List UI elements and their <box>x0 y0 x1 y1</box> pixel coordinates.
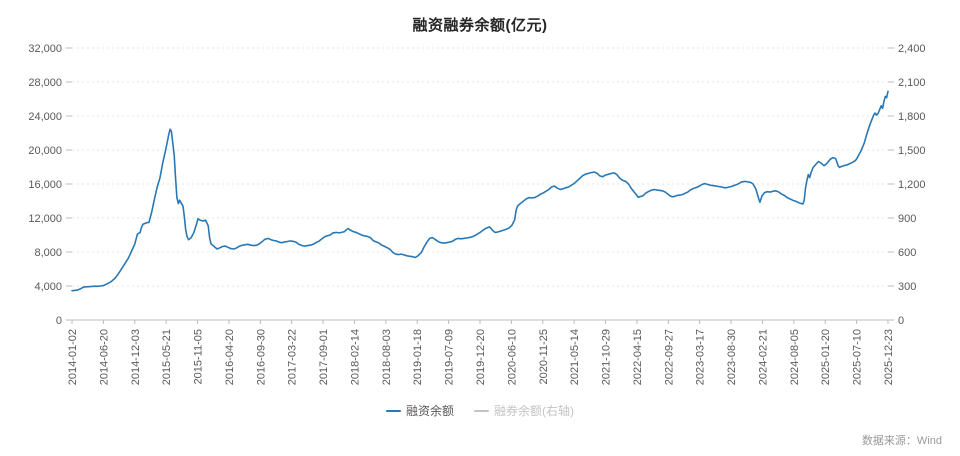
right-axis-label: 0 <box>898 315 904 327</box>
x-axis-label: 2014-12-03 <box>130 329 142 385</box>
x-axis-label: 2014-06-20 <box>98 329 110 385</box>
x-axis-label: 2025-07-10 <box>852 329 864 385</box>
left-axis-label: 12,000 <box>28 213 62 225</box>
right-axis-label: 2,100 <box>898 77 926 89</box>
x-axis-label: 2022-09-27 <box>663 329 675 385</box>
legend-item-securities-lending-balance[interactable]: 融券余额(右轴) <box>474 402 574 419</box>
left-axis-label: 32,000 <box>28 43 62 55</box>
x-axis-label: 2017-09-01 <box>318 329 330 385</box>
left-axis-label: 20,000 <box>28 145 62 157</box>
x-axis-label: 2023-03-17 <box>695 329 707 385</box>
x-axis-label: 2025-01-20 <box>820 329 832 385</box>
series-line-financing-balance <box>71 90 889 292</box>
legend-label: 融资余额 <box>405 404 454 418</box>
right-axis-label: 1,800 <box>898 111 926 123</box>
x-axis-label: 2015-11-05 <box>193 329 205 384</box>
x-axis-label: 2022-04-15 <box>632 329 644 385</box>
x-axis-label: 2015-05-21 <box>161 329 173 385</box>
x-axis-label: 2020-11-25 <box>538 329 550 384</box>
chart-legend: 融资余额 融券余额(右轴) <box>0 402 960 419</box>
x-axis-label: 2019-12-20 <box>475 329 487 385</box>
x-axis-label: 2023-08-30 <box>726 329 738 385</box>
x-axis-label: 2019-07-09 <box>444 329 456 385</box>
right-axis-label: 1,500 <box>898 145 926 157</box>
data-source-label: 数据来源：Wind <box>861 435 942 447</box>
left-axis-label: 28,000 <box>28 77 62 89</box>
chart-title: 融资融券余额(亿元) <box>412 17 548 34</box>
right-axis-label: 900 <box>898 213 916 225</box>
x-axis-label: 2021-05-14 <box>569 329 581 385</box>
x-axis-label: 2024-08-05 <box>789 329 801 385</box>
left-axis-label: 16,000 <box>28 179 62 191</box>
right-axis-label: 600 <box>898 247 916 259</box>
x-axis-label: 2024-02-21 <box>757 329 769 385</box>
x-axis-label: 2018-08-03 <box>381 329 393 385</box>
legend-line-icon <box>474 409 489 412</box>
left-axis-label: 24,000 <box>28 111 62 123</box>
left-axis-label: 4,000 <box>34 281 62 293</box>
x-axis-label: 2016-09-30 <box>255 329 267 385</box>
x-axis-label: 2020-06-10 <box>506 329 518 385</box>
x-axis-label: 2019-01-18 <box>412 329 424 385</box>
legend-item-financing-balance[interactable]: 融资余额 <box>385 402 454 419</box>
right-axis-label: 2,400 <box>898 43 926 55</box>
right-axis-label: 300 <box>898 281 916 293</box>
legend-label: 融券余额(右轴) <box>494 404 574 418</box>
x-axis-label: 2025-12-23 <box>883 329 895 385</box>
left-axis-label: 0 <box>56 315 62 327</box>
x-axis-label: 2014-01-02 <box>67 329 79 385</box>
left-axis-label: 8,000 <box>34 247 62 259</box>
x-axis-label: 2016-04-20 <box>224 329 236 385</box>
x-axis-label: 2018-02-14 <box>349 329 361 385</box>
x-axis-label: 2017-03-22 <box>287 329 299 385</box>
right-axis-label: 1,200 <box>898 179 926 191</box>
legend-line-icon <box>385 409 401 412</box>
x-axis-label: 2021-10-29 <box>601 329 613 385</box>
